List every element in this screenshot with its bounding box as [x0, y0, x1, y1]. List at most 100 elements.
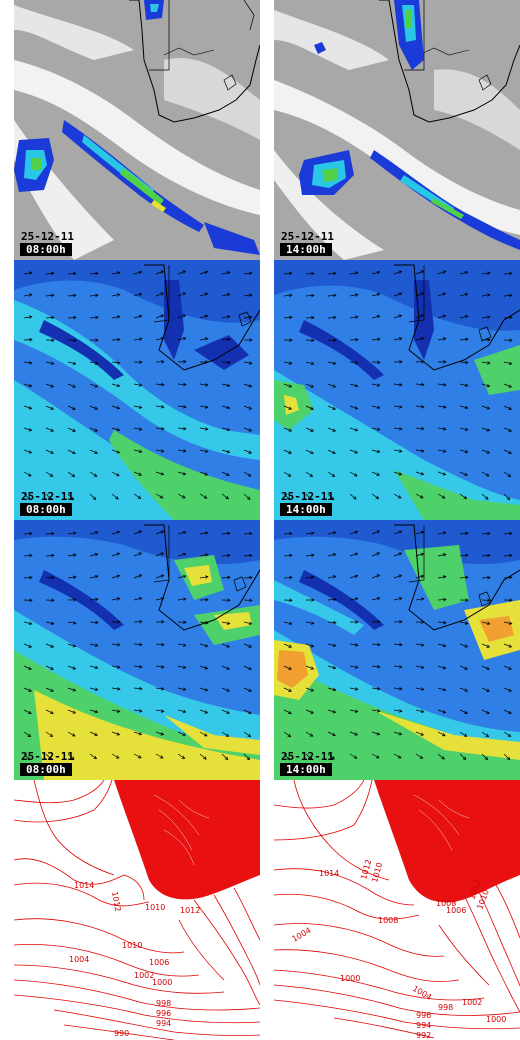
- wind-arrow: [415, 427, 424, 430]
- wind-arrow-head: [310, 450, 314, 455]
- wind-arrow-head: [182, 495, 186, 499]
- wind-arrow-head: [204, 643, 209, 648]
- wind-arrow: [111, 449, 120, 454]
- wind-arrow-head: [288, 644, 293, 648]
- wind-arrow: [111, 471, 120, 477]
- wind-arrow: [481, 643, 490, 648]
- wind-arrow: [503, 449, 512, 454]
- wind-arrow-head: [377, 619, 381, 624]
- wind-arrow: [155, 597, 164, 601]
- wind-arrow-head: [354, 383, 359, 388]
- date-label: 25-12-11: [21, 230, 74, 243]
- wind-arrow-head: [182, 270, 187, 274]
- wind-arrow-head: [288, 406, 293, 410]
- wind-arrow-head: [464, 314, 469, 319]
- wind-arrow-head: [508, 621, 513, 625]
- wind-arrow-head: [160, 427, 165, 431]
- wind-arrow-head: [507, 733, 512, 737]
- wind-arrow-head: [354, 597, 359, 601]
- wind-arrow-head: [116, 643, 121, 647]
- wind-arrow-head: [310, 666, 315, 670]
- wind-arrow: [243, 405, 252, 410]
- wind-arrow: [111, 753, 120, 759]
- wind-arrow-head: [486, 271, 491, 275]
- wind-arrow: [199, 338, 208, 341]
- wind-arrow-head: [421, 382, 425, 387]
- wind-arrow-head: [139, 619, 143, 624]
- wind-arrow: [481, 427, 490, 431]
- wind-arrow-head: [398, 530, 403, 534]
- wind-arrow: [199, 532, 208, 535]
- wind-arrow-head: [51, 271, 55, 276]
- wind-arrow: [243, 449, 252, 454]
- wind-arrow: [177, 598, 186, 601]
- wind-arrow: [199, 315, 208, 319]
- wind-arrow-head: [487, 531, 491, 536]
- wind-arrow-head: [442, 405, 447, 409]
- wind-arrow-head: [50, 450, 54, 454]
- wind-arrow: [437, 665, 446, 669]
- wind-arrow: [459, 361, 469, 363]
- wind-arrow-head: [310, 621, 315, 625]
- wind-arrow-head: [487, 598, 491, 603]
- wind-arrow-head: [94, 687, 99, 692]
- wind-arrow-head: [117, 360, 121, 365]
- wind-arrow-head: [94, 384, 99, 388]
- wind-arrow: [415, 292, 424, 297]
- wind-arrow-head: [246, 496, 251, 500]
- wind-arrow-head: [182, 732, 187, 736]
- wind-arrow: [305, 687, 314, 692]
- wind-arrow: [67, 643, 76, 647]
- wind-arrow: [305, 471, 313, 477]
- wind-arrow-head: [28, 271, 33, 275]
- wind-arrow-head: [288, 361, 293, 365]
- wind-arrow: [305, 383, 314, 388]
- wind-arrow-head: [288, 428, 293, 432]
- wind-arrow: [199, 271, 208, 275]
- wind-arrow-head: [204, 472, 209, 476]
- wind-arrow-head: [226, 666, 231, 670]
- wind-arrow-head: [508, 710, 512, 714]
- wind-arrow: [133, 574, 142, 579]
- wind-arrow-head: [310, 553, 315, 557]
- wind-arrow: [459, 554, 468, 557]
- wind-arrow-head: [508, 406, 512, 410]
- wind-arrow-head: [332, 575, 337, 579]
- wind-arrow-head: [486, 666, 490, 670]
- wind-arrow: [23, 709, 32, 714]
- wind-arrow-head: [420, 472, 425, 476]
- wind-arrow: [349, 553, 358, 557]
- wind-arrow: [155, 405, 164, 408]
- wind-arrow-head: [160, 270, 165, 274]
- wind-arrow: [349, 294, 358, 297]
- wind-arrow: [437, 271, 446, 275]
- wind-arrow-head: [95, 597, 99, 602]
- wind-arrow: [89, 449, 98, 454]
- wind-arrow-head: [204, 575, 209, 579]
- wind-arrow-head: [441, 756, 445, 760]
- wind-arrow: [199, 449, 208, 453]
- date-label: 25-12-11: [21, 490, 74, 503]
- wind-arrow: [155, 471, 164, 475]
- wind-arrow-head: [354, 271, 359, 275]
- wind-arrow-head: [420, 495, 424, 499]
- wind-arrow: [89, 316, 98, 319]
- wind-arrow-head: [138, 530, 143, 534]
- wind-arrow: [221, 753, 228, 760]
- wind-arrow-head: [486, 688, 490, 692]
- wind-arrow: [349, 272, 358, 275]
- wind-arrow: [481, 621, 490, 625]
- wind-arrow-head: [117, 337, 121, 342]
- wind-arrow-head: [442, 270, 447, 274]
- wind-arrow-head: [203, 495, 208, 499]
- wind-arrow: [45, 709, 54, 714]
- wind-arrow-head: [486, 315, 491, 319]
- wind-arrow: [23, 471, 32, 477]
- wind-arrow-head: [398, 597, 403, 601]
- wind-arrow-head: [50, 644, 55, 648]
- wind-arrow: [283, 272, 292, 275]
- wind-arrow: [371, 665, 380, 668]
- wind-arrow: [503, 753, 510, 760]
- wind-arrow: [133, 493, 141, 499]
- wind-arrow-head: [330, 496, 335, 501]
